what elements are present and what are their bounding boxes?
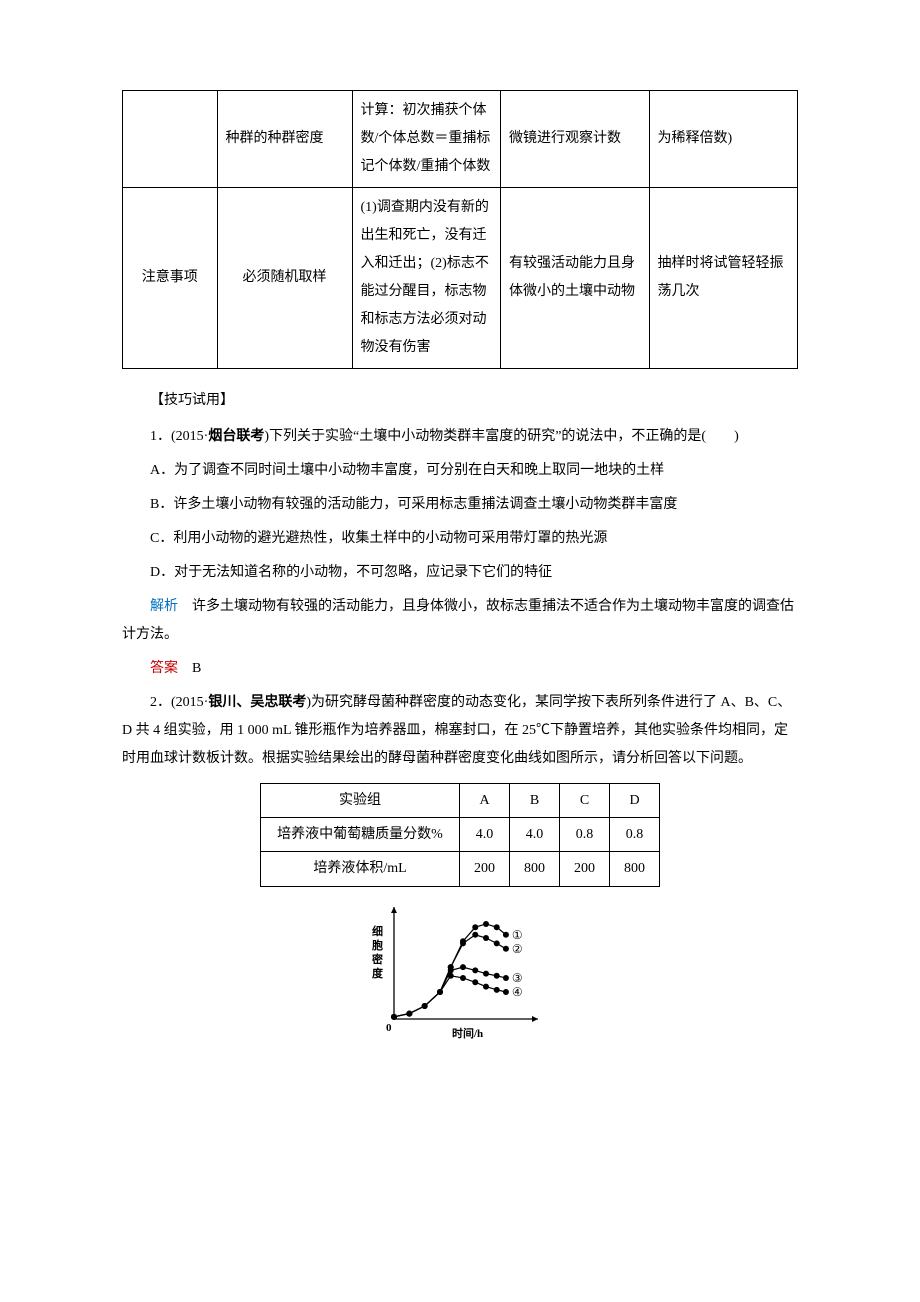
answer-label: 答案 — [150, 661, 178, 676]
analysis-label: 解析 — [150, 599, 178, 614]
svg-text:密: 密 — [372, 952, 383, 966]
yeast-chart: 0 ①② ③④ 细胞密度时间/h — [360, 903, 560, 1048]
cell — [123, 91, 218, 188]
svg-text:度: 度 — [372, 966, 384, 980]
cell: 200 — [460, 852, 510, 886]
cell: 微镜进行观察计数 — [501, 91, 650, 188]
cell: 注意事项 — [123, 188, 218, 369]
q1-analysis: 解析 许多土壤动物有较强的活动能力，且身体微小，故标志重捕法不适合作为土壤动物丰… — [122, 593, 798, 649]
svg-text:0: 0 — [386, 1022, 392, 1034]
cell: 必须随机取样 — [217, 188, 352, 369]
svg-text:④: ④ — [512, 985, 523, 999]
cell: 为稀释倍数) — [649, 91, 798, 188]
cell: 800 — [510, 852, 560, 886]
svg-text:②: ② — [512, 941, 523, 955]
cell: 抽样时将试管轻轻振荡几次 — [649, 188, 798, 369]
table-row: 培养液体积/mL 200 800 200 800 — [261, 852, 660, 886]
table-row: 种群的种群密度 计算：初次捕获个体数/个体总数＝重捕标记个体数/重捕个体数 微镜… — [123, 91, 798, 188]
cell: 200 — [560, 852, 610, 886]
q1-option-a: A．为了调查不同时间土壤中小动物丰富度，可分别在白天和晚上取同一地块的土样 — [122, 457, 798, 485]
table-row: 注意事项 必须随机取样 (1)调查期内没有新的出生和死亡，没有迁入和迁出；(2)… — [123, 188, 798, 369]
svg-text:①: ① — [512, 927, 523, 941]
cell: 实验组 — [261, 784, 460, 818]
cell: B — [510, 784, 560, 818]
q2-prefix: 2．(2015· — [150, 695, 208, 710]
q2-stem: 2．(2015·银川、吴忠联考)为研究酵母菌种群密度的动态变化，某同学按下表所列… — [122, 689, 798, 773]
line-chart-svg: 0 ①② ③④ 细胞密度时间/h — [360, 903, 560, 1043]
section-title: 【技巧试用】 — [122, 387, 798, 415]
cell: 4.0 — [510, 818, 560, 852]
q1-option-b: B．许多土壤小动物有较强的活动能力，可采用标志重捕法调查土壤小动物类群丰富度 — [122, 491, 798, 519]
svg-text:胞: 胞 — [372, 938, 383, 952]
q1-suffix: )下列关于实验“土壤中小动物类群丰富度的研究”的说法中，不正确的是( ) — [264, 429, 738, 444]
svg-text:③: ③ — [512, 971, 523, 985]
q1-source: 烟台联考 — [208, 429, 264, 444]
cell: 计算：初次捕获个体数/个体总数＝重捕标记个体数/重捕个体数 — [352, 91, 501, 188]
comparison-table: 种群的种群密度 计算：初次捕获个体数/个体总数＝重捕标记个体数/重捕个体数 微镜… — [122, 90, 798, 369]
svg-text:细: 细 — [372, 924, 383, 938]
page-root: 种群的种群密度 计算：初次捕获个体数/个体总数＝重捕标记个体数/重捕个体数 微镜… — [0, 0, 920, 1146]
q1-option-d: D．对于无法知道名称的小动物，不可忽略，应记录下它们的特征 — [122, 559, 798, 587]
cell: 0.8 — [610, 818, 660, 852]
table-row: 培养液中葡萄糖质量分数% 4.0 4.0 0.8 0.8 — [261, 818, 660, 852]
q1-stem: 1．(2015·烟台联考)下列关于实验“土壤中小动物类群丰富度的研究”的说法中，… — [122, 423, 798, 451]
cell: 0.8 — [560, 818, 610, 852]
experiment-table: 实验组 A B C D 培养液中葡萄糖质量分数% 4.0 4.0 0.8 0.8… — [260, 783, 660, 887]
q1-option-c: C．利用小动物的避光避热性，收集土样中的小动物可采用带灯罩的热光源 — [122, 525, 798, 553]
svg-text:时间/h: 时间/h — [452, 1026, 483, 1040]
q2-source: 银川、吴忠联考 — [208, 695, 306, 710]
answer-text: B — [178, 661, 201, 676]
table-row: 实验组 A B C D — [261, 784, 660, 818]
cell: C — [560, 784, 610, 818]
q1-answer: 答案 B — [122, 655, 798, 683]
cell: 培养液中葡萄糖质量分数% — [261, 818, 460, 852]
q1-prefix: 1．(2015· — [150, 429, 208, 444]
cell: 培养液体积/mL — [261, 852, 460, 886]
cell: A — [460, 784, 510, 818]
cell: 有较强活动能力且身体微小的土壤中动物 — [501, 188, 650, 369]
cell: 800 — [610, 852, 660, 886]
cell: 种群的种群密度 — [217, 91, 352, 188]
analysis-text: 许多土壤动物有较强的活动能力，且身体微小，故标志重捕法不适合作为土壤动物丰富度的… — [122, 599, 794, 642]
cell: (1)调查期内没有新的出生和死亡，没有迁入和迁出；(2)标志不能过分醒目，标志物… — [352, 188, 501, 369]
cell: D — [610, 784, 660, 818]
cell: 4.0 — [460, 818, 510, 852]
